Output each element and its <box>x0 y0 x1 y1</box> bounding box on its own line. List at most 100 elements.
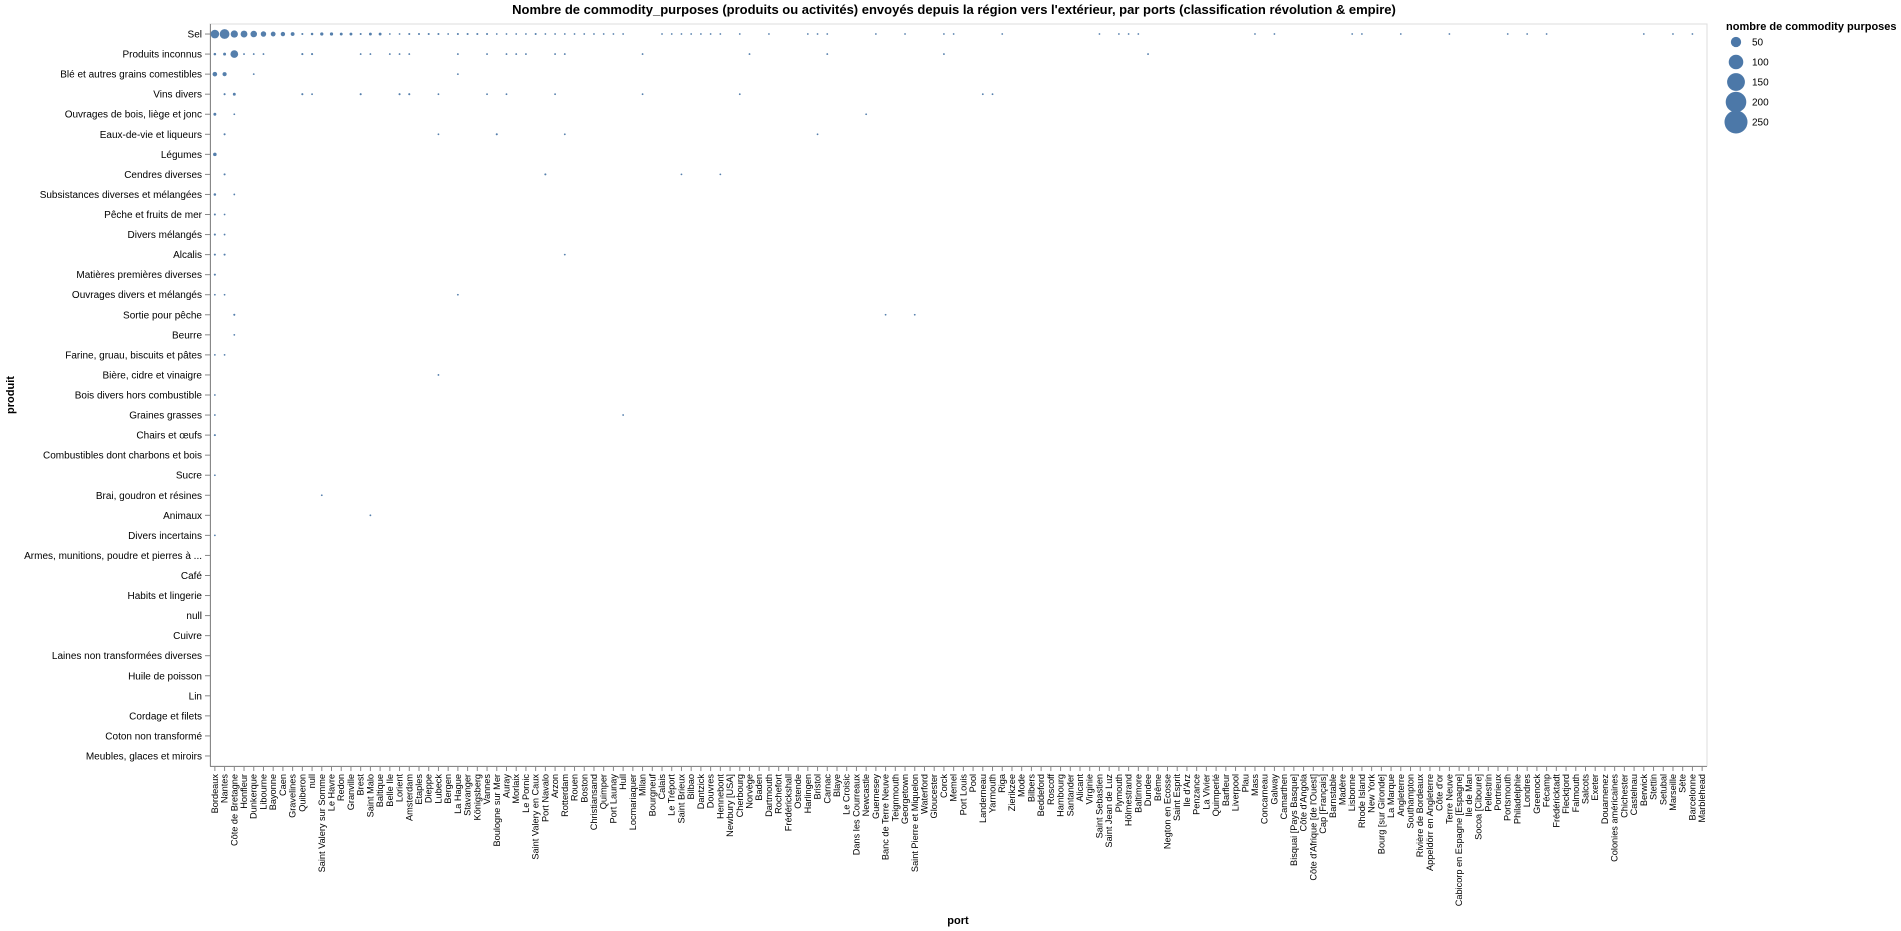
legend-label: 200 <box>1752 98 1769 109</box>
x-tick-label: Baltique <box>375 774 385 807</box>
x-tick-label: Riga <box>997 773 1007 793</box>
x-tick-label: La Hague <box>453 774 463 814</box>
data-point <box>408 53 411 55</box>
x-tick-label: Milan <box>638 774 648 796</box>
x-tick-label: Cabicorp en Espagne [Espagne] <box>1454 774 1464 906</box>
data-point <box>486 93 488 96</box>
y-tick-label: Sucre <box>176 471 203 482</box>
x-tick-label: Plau <box>1240 774 1250 792</box>
x-tick-label: Ile d'Arz <box>1182 774 1192 807</box>
x-tick-label: Bisquai [Pays Basque] <box>1289 774 1299 866</box>
x-tick-label: Frédéricktadt <box>1551 774 1561 828</box>
data-point <box>1642 33 1645 35</box>
data-point <box>768 33 770 35</box>
data-point <box>210 29 220 39</box>
x-tick-label: Angleterre <box>1396 774 1406 816</box>
y-tick-label: Sel <box>188 30 202 41</box>
data-point <box>417 32 421 36</box>
y-tick-label: Armes, munitions, poudre et pierres à ..… <box>24 551 202 562</box>
x-tick-label: Marseille <box>1668 774 1678 811</box>
x-axis-title: port <box>947 915 969 927</box>
y-tick-label: Divers mélangés <box>128 230 202 241</box>
x-tick-label: Côte d'or <box>1435 774 1445 811</box>
data-point <box>223 353 226 356</box>
x-tick-label: Liverpool <box>1231 774 1241 811</box>
legend-label: 50 <box>1752 38 1764 49</box>
data-point <box>223 233 226 236</box>
data-point <box>213 474 216 477</box>
data-point <box>427 32 430 36</box>
x-tick-label: Le Croisic <box>842 774 852 815</box>
data-point <box>213 233 216 236</box>
data-point <box>311 53 314 56</box>
x-tick-label: Vannes <box>482 774 492 805</box>
data-point <box>320 494 323 497</box>
y-tick-label: Eaux-de-vie et liqueurs <box>100 130 202 141</box>
y-tick-label: Bière, cidre et vinaigre <box>103 370 203 381</box>
y-axis: Sel Produits inconnus Blé et autres grains… <box>24 30 210 762</box>
x-tick-label: Port Navalo <box>540 774 550 822</box>
x-tick-label: Calais <box>657 774 667 800</box>
data-point <box>991 93 994 96</box>
data-point <box>1351 33 1354 35</box>
y-tick-label: Produits inconnus <box>123 50 203 61</box>
data-point <box>398 93 401 96</box>
x-tick-label: Gravelines <box>288 774 298 818</box>
x-tick-label: Bilbao <box>686 774 696 800</box>
data-point <box>213 253 216 256</box>
x-tick-label: Dantzick <box>696 774 706 810</box>
data-point <box>223 173 226 176</box>
x-tick-label: Gloucester <box>929 774 939 818</box>
y-tick-label: Café <box>181 571 203 582</box>
x-tick-label: Negton en Ecosse <box>1162 774 1172 849</box>
x-tick-label: Bordeaux <box>210 774 220 814</box>
x-tick-label: Mode <box>1017 774 1027 797</box>
y-tick-label: Meubles, glaces et miroirs <box>86 751 202 762</box>
data-point <box>699 33 702 35</box>
data-point <box>368 32 372 36</box>
data-point <box>408 93 411 96</box>
data-point <box>447 33 450 35</box>
x-tick-label: Pellestrin <box>1483 774 1493 812</box>
x-tick-label: Hull <box>618 774 628 790</box>
x-tick-label: Boston <box>579 774 589 803</box>
data-point <box>816 33 819 35</box>
data-point <box>573 33 576 35</box>
data-point <box>1506 33 1509 35</box>
x-tick-label: Landerneau <box>978 774 988 823</box>
x-tick-label: Bristol <box>813 774 823 800</box>
data-point <box>874 33 877 35</box>
x-tick-label: Cherbourg <box>735 774 745 817</box>
y-tick-label: Blé et autres grains comestibles <box>60 70 202 81</box>
x-tick-label: Dieppe <box>424 774 434 803</box>
data-point <box>437 133 440 136</box>
x-tick-label: Le Tréport <box>667 774 677 816</box>
x-tick-label: Concarneau <box>1260 774 1270 824</box>
x-tick-label: Salcots <box>1580 774 1590 805</box>
data-point <box>884 313 887 316</box>
data-point <box>1254 33 1256 35</box>
data-point <box>213 414 216 416</box>
x-tick-label: Barcelonne <box>1687 774 1697 820</box>
data-point <box>865 113 868 116</box>
data-point <box>525 33 527 35</box>
x-tick-label: Morlaix <box>511 774 521 804</box>
x-tick-label: Dartmouth <box>764 774 774 817</box>
data-point <box>1127 33 1130 35</box>
data-point <box>233 313 236 316</box>
data-point <box>748 53 751 55</box>
y-tick-label: Chairs et œufs <box>136 431 202 442</box>
data-point <box>486 32 489 36</box>
plot-area <box>209 23 1708 767</box>
x-tick-label: Madère <box>1337 774 1347 805</box>
x-tick-label: Belle Ile <box>385 774 395 807</box>
data-point <box>359 93 362 96</box>
data-point <box>232 92 236 96</box>
legend-symbol <box>1725 91 1747 113</box>
legend-label: 250 <box>1752 118 1769 129</box>
x-tick-label: Bayonne <box>268 774 278 810</box>
x-tick-label: Königsberg <box>472 774 482 820</box>
y-tick-label: Huile de poisson <box>128 671 202 682</box>
data-point <box>943 33 945 35</box>
x-tick-label: Redon <box>336 774 346 801</box>
